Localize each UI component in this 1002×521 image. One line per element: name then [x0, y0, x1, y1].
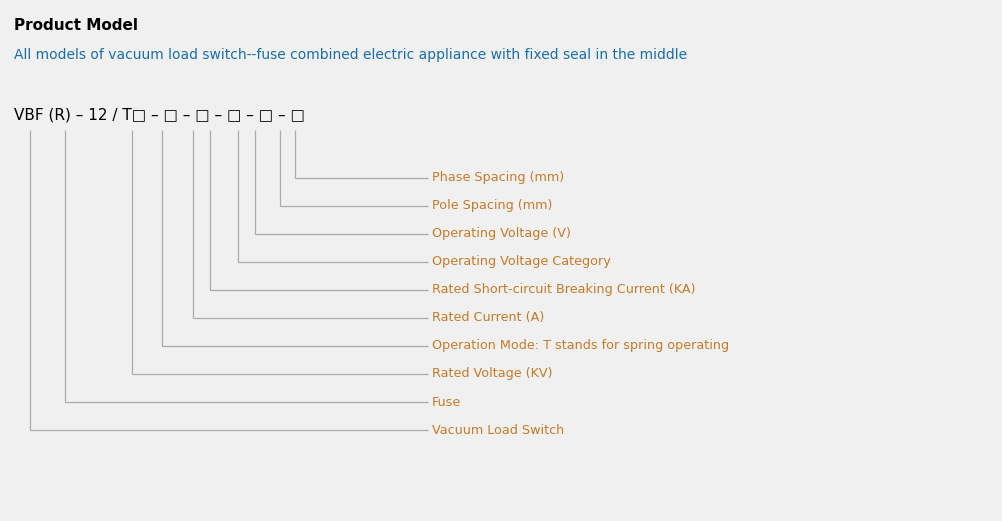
Text: Rated Current (A): Rated Current (A)	[432, 312, 544, 325]
Text: Rated Voltage (KV): Rated Voltage (KV)	[432, 367, 552, 380]
Text: All models of vacuum load switch--fuse combined electric appliance with fixed se: All models of vacuum load switch--fuse c…	[14, 48, 687, 62]
Text: VBF (R) – 12 / T□ – □ – □ – □ – □ – □: VBF (R) – 12 / T□ – □ – □ – □ – □ – □	[14, 108, 305, 123]
Text: Fuse: Fuse	[432, 395, 461, 408]
Text: Phase Spacing (mm): Phase Spacing (mm)	[432, 171, 564, 184]
Text: Operating Voltage (V): Operating Voltage (V)	[432, 228, 571, 241]
Text: Vacuum Load Switch: Vacuum Load Switch	[432, 424, 564, 437]
Text: Pole Spacing (mm): Pole Spacing (mm)	[432, 200, 552, 213]
Text: Operation Mode: T stands for spring operating: Operation Mode: T stands for spring oper…	[432, 340, 729, 353]
Text: Product Model: Product Model	[14, 18, 138, 33]
Text: Operating Voltage Category: Operating Voltage Category	[432, 255, 611, 268]
Text: Rated Short-circuit Breaking Current (KA): Rated Short-circuit Breaking Current (KA…	[432, 283, 695, 296]
